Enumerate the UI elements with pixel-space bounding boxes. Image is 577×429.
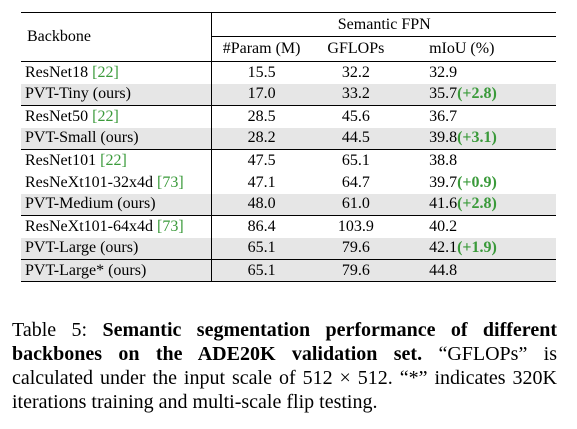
table-row: PVT-Large* (ours) 65.1 79.6 44.8 [21, 259, 556, 282]
gflops-cell: 103.9 [310, 215, 402, 238]
table-row: PVT-Large (ours) 65.1 79.6 42.1(+1.9) [21, 237, 556, 260]
backbone-cell: ResNet50 [22] [21, 105, 213, 128]
miou-cell: 38.8 [401, 149, 556, 172]
miou-cell: 40.2 [401, 215, 556, 238]
miou-value: 42.1 [429, 239, 458, 257]
param-cell: 28.5 [211, 105, 311, 128]
miou-gain: (+2.8) [457, 85, 497, 103]
caption-title: Semantic segmentation performance of dif… [12, 319, 557, 365]
group-header-semantic-fpn: Semantic FPN [211, 12, 556, 37]
gflops-header: GFLOPs [327, 40, 385, 57]
backbone-name: PVT-Large (ours) [25, 239, 139, 257]
miou-cell: 44.8 [401, 259, 556, 282]
table-row: ResNet18 [22] 15.5 32.2 32.9 [21, 61, 556, 84]
backbone-cell: PVT-Medium (ours) [21, 193, 213, 216]
backbone-name: ResNeXt101-32x4d [25, 173, 153, 191]
miou-cell: 39.7(+0.9) [401, 172, 556, 194]
citation-link[interactable]: [22] [92, 63, 119, 81]
backbone-name: ResNeXt101-64x4d [25, 217, 153, 235]
miou-value: 38.8 [429, 151, 458, 169]
gflops-cell: 64.7 [341, 173, 370, 191]
backbone-cell: PVT-Tiny (ours) [21, 83, 213, 106]
miou-gain: (+2.8) [457, 195, 497, 213]
backbone-cell: ResNet18 [22] [21, 61, 213, 84]
table-row: PVT-Medium (ours) 48.0 61.0 41.6(+2.8) [21, 193, 556, 216]
gflops-cell: 33.2 [310, 83, 402, 106]
gflops-cell: 61.0 [310, 193, 402, 216]
table-row: ResNeXt101-64x4d [73] 86.4 103.9 40.2 [21, 215, 556, 238]
miou-cell: 41.6(+2.8) [401, 193, 556, 216]
table-caption: Table 5: Semantic segmentation performan… [12, 318, 557, 414]
backbone-name: PVT-Large* (ours) [25, 261, 147, 279]
gflops-cell: 65.1 [310, 149, 402, 172]
miou-gain: (+3.1) [457, 129, 497, 147]
miou-value: 41.6 [429, 195, 458, 213]
miou-value: 39.8 [429, 129, 458, 147]
table-subheader-row: #Param (M) GFLOPs mIoU (%) [21, 37, 556, 62]
citation-link[interactable]: [22] [100, 151, 127, 169]
backbone-name: PVT-Tiny (ours) [25, 85, 131, 103]
param-cell: 47.1 [247, 173, 276, 191]
table-row: ResNet50 [22] 28.5 45.6 36.7 [21, 105, 556, 128]
miou-value: 35.7 [429, 85, 458, 103]
miou-value: 44.8 [429, 261, 458, 279]
miou-cell: 42.1(+1.9) [401, 237, 556, 260]
table-row: ResNeXt101-32x4d [73] 47.1 64.7 39.7(+0.9) [21, 171, 556, 194]
citation-link[interactable]: [73] [156, 173, 184, 191]
miou-value: 40.2 [429, 217, 458, 235]
table-row: ResNet101 [22] 47.5 65.1 38.8 [21, 149, 556, 172]
citation-link[interactable]: [22] [92, 107, 119, 125]
param-cell: 15.5 [211, 61, 311, 84]
caption-label: Table 5: [12, 319, 88, 341]
results-table: Backbone Semantic FPN #Param (M) GFLOPs … [21, 12, 556, 282]
backbone-name: PVT-Medium (ours) [25, 195, 156, 213]
backbone-name: ResNet18 [25, 63, 89, 81]
gflops-cell: 32.2 [310, 61, 402, 84]
miou-cell: 35.7(+2.8) [401, 83, 556, 106]
caption-text: “GFLOPs” is calculated under the input s… [12, 343, 558, 413]
param-cell: 65.1 [211, 237, 311, 260]
miou-cell: 39.8(+3.1) [401, 127, 556, 150]
gflops-cell: 79.6 [310, 237, 402, 260]
backbone-cell: PVT-Large (ours) [21, 237, 213, 260]
gflops-cell: 44.5 [310, 127, 402, 150]
gflops-cell: 45.6 [310, 105, 402, 128]
miou-cell: 32.9 [401, 61, 556, 84]
backbone-name: ResNet50 [25, 107, 89, 125]
miou-gain: (+1.9) [457, 239, 497, 257]
param-cell: 47.5 [211, 149, 311, 172]
table-row: PVT-Small (ours) 28.2 44.5 39.8(+3.1) [21, 127, 556, 150]
backbone-cell: PVT-Small (ours) [21, 127, 213, 150]
table-body: ResNet18 [22] 15.5 32.2 32.9 PVT-Tiny (ours)… [21, 61, 556, 282]
miou-gain: (+0.9) [457, 173, 497, 191]
citation-link[interactable]: [73] [156, 217, 184, 235]
miou-value: 39.7 [429, 173, 458, 191]
param-cell: 86.4 [211, 215, 311, 238]
miou-value: 32.9 [429, 63, 458, 81]
table-header-row: Backbone Semantic FPN [21, 12, 556, 62]
miou-header: mIoU (%) [429, 40, 495, 57]
gflops-cell: 79.6 [310, 259, 402, 282]
param-cell: 65.1 [211, 259, 311, 282]
backbone-cell: ResNeXt101-64x4d [73] [21, 215, 213, 238]
param-header: #Param (M) [222, 40, 301, 57]
backbone-cell: ResNet101 [22] [21, 149, 213, 172]
backbone-name: ResNet101 [25, 151, 97, 169]
backbone-name: PVT-Small (ours) [25, 129, 139, 147]
param-cell: 17.0 [211, 83, 311, 106]
param-cell: 28.2 [211, 127, 311, 150]
miou-value: 36.7 [429, 107, 458, 125]
miou-cell: 36.7 [401, 105, 556, 128]
backbone-cell: PVT-Large* (ours) [21, 259, 213, 282]
param-cell: 48.0 [211, 193, 311, 216]
table-row: PVT-Tiny (ours) 17.0 33.2 35.7(+2.8) [21, 83, 556, 106]
backbone-header: Backbone [21, 12, 213, 62]
backbone-cell: ResNeXt101-32x4d [73] [21, 171, 213, 194]
